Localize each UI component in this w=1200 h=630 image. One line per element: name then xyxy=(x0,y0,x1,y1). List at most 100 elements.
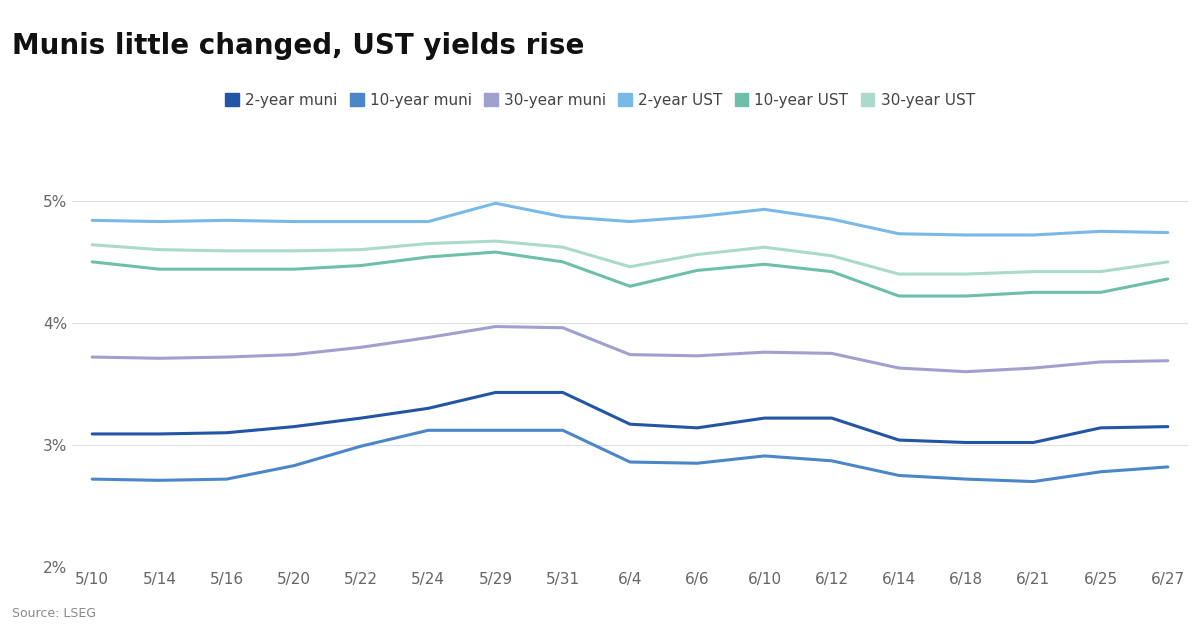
2-year UST xyxy=(421,218,436,226)
2-year UST xyxy=(85,217,100,224)
2-year muni xyxy=(824,415,839,422)
10-year UST xyxy=(220,265,234,273)
10-year UST xyxy=(85,258,100,266)
10-year muni xyxy=(556,427,570,434)
30-year muni xyxy=(824,350,839,357)
10-year muni xyxy=(421,427,436,434)
30-year muni xyxy=(623,351,637,358)
10-year UST xyxy=(690,266,704,274)
10-year muni xyxy=(959,475,973,483)
30-year UST xyxy=(152,246,167,253)
10-year muni xyxy=(354,442,368,450)
30-year UST xyxy=(220,247,234,255)
2-year muni xyxy=(1160,423,1175,430)
10-year UST xyxy=(152,265,167,273)
10-year muni xyxy=(152,476,167,484)
10-year UST xyxy=(556,258,570,266)
2-year muni xyxy=(152,430,167,438)
10-year UST xyxy=(1093,289,1108,296)
10-year muni xyxy=(220,475,234,483)
2-year UST xyxy=(892,230,906,238)
2-year muni xyxy=(220,429,234,437)
10-year UST xyxy=(959,292,973,300)
30-year UST xyxy=(959,270,973,278)
30-year muni xyxy=(1093,358,1108,366)
2-year UST xyxy=(1026,231,1040,239)
30-year muni xyxy=(488,323,503,330)
10-year UST xyxy=(488,248,503,256)
10-year UST xyxy=(892,292,906,300)
2-year muni xyxy=(757,415,772,422)
2-year muni xyxy=(690,424,704,432)
10-year UST xyxy=(1026,289,1040,296)
2-year muni xyxy=(623,420,637,428)
30-year muni xyxy=(287,351,301,358)
10-year muni xyxy=(1093,468,1108,476)
30-year UST xyxy=(488,238,503,245)
30-year muni xyxy=(690,352,704,360)
10-year muni xyxy=(287,462,301,469)
30-year muni xyxy=(757,348,772,356)
2-year muni xyxy=(354,415,368,422)
2-year UST xyxy=(556,213,570,220)
30-year muni xyxy=(556,324,570,331)
30-year muni xyxy=(220,353,234,361)
10-year UST xyxy=(757,261,772,268)
10-year muni xyxy=(488,427,503,434)
2-year muni xyxy=(959,438,973,446)
10-year muni xyxy=(690,459,704,467)
Legend: 2-year muni, 10-year muni, 30-year muni, 2-year UST, 10-year UST, 30-year UST: 2-year muni, 10-year muni, 30-year muni,… xyxy=(226,93,974,108)
30-year UST xyxy=(1026,268,1040,275)
30-year muni xyxy=(1160,357,1175,365)
2-year UST xyxy=(220,217,234,224)
10-year muni xyxy=(1160,463,1175,471)
2-year UST xyxy=(757,205,772,213)
30-year UST xyxy=(1160,258,1175,266)
30-year UST xyxy=(85,241,100,249)
10-year UST xyxy=(421,253,436,261)
2-year UST xyxy=(959,231,973,239)
Line: 2-year muni: 2-year muni xyxy=(92,392,1168,442)
Line: 30-year muni: 30-year muni xyxy=(92,326,1168,372)
30-year UST xyxy=(690,251,704,258)
Text: Munis little changed, UST yields rise: Munis little changed, UST yields rise xyxy=(12,32,584,59)
2-year muni xyxy=(556,389,570,396)
Line: 2-year UST: 2-year UST xyxy=(92,203,1168,235)
2-year muni xyxy=(488,389,503,396)
2-year UST xyxy=(1093,227,1108,235)
30-year UST xyxy=(421,240,436,248)
2-year muni xyxy=(421,404,436,412)
2-year muni xyxy=(287,423,301,430)
10-year muni xyxy=(85,475,100,483)
10-year muni xyxy=(892,472,906,479)
2-year UST xyxy=(287,218,301,226)
30-year muni xyxy=(1026,364,1040,372)
2-year muni xyxy=(1093,424,1108,432)
10-year muni xyxy=(824,457,839,464)
30-year UST xyxy=(757,243,772,251)
Line: 30-year UST: 30-year UST xyxy=(92,241,1168,274)
10-year muni xyxy=(1026,478,1040,485)
30-year UST xyxy=(287,247,301,255)
30-year UST xyxy=(354,246,368,253)
10-year UST xyxy=(287,265,301,273)
10-year UST xyxy=(623,282,637,290)
2-year muni xyxy=(892,437,906,444)
2-year UST xyxy=(354,218,368,226)
2-year UST xyxy=(690,213,704,220)
Line: 10-year muni: 10-year muni xyxy=(92,430,1168,481)
Line: 10-year UST: 10-year UST xyxy=(92,252,1168,296)
10-year UST xyxy=(824,268,839,275)
30-year muni xyxy=(354,343,368,351)
30-year UST xyxy=(623,263,637,270)
2-year UST xyxy=(623,218,637,226)
30-year muni xyxy=(152,355,167,362)
2-year UST xyxy=(152,218,167,226)
2-year UST xyxy=(824,215,839,223)
2-year UST xyxy=(1160,229,1175,236)
30-year UST xyxy=(892,270,906,278)
30-year muni xyxy=(421,334,436,341)
Text: Source: LSEG: Source: LSEG xyxy=(12,607,96,621)
2-year muni xyxy=(85,430,100,438)
10-year muni xyxy=(757,452,772,460)
